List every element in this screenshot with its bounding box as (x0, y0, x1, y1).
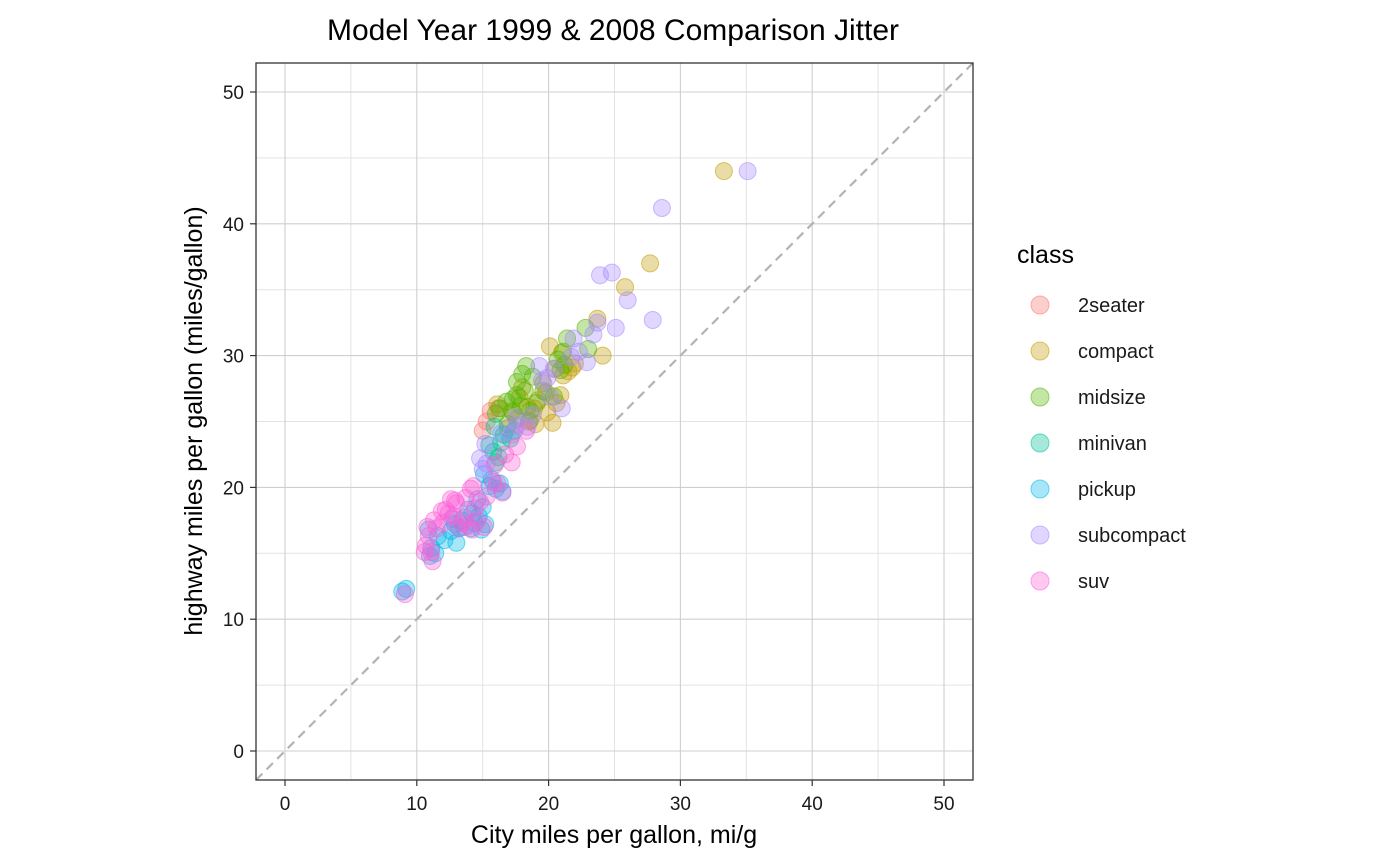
data-point-midsize (505, 391, 522, 408)
chart-title: Model Year 1999 & 2008 Comparison Jitter (327, 14, 899, 47)
data-point-subcompact (585, 326, 602, 343)
data-point-suv (518, 422, 535, 439)
x-tick-label: 20 (538, 794, 559, 815)
legend-label-midsize: midsize (1078, 387, 1146, 409)
data-point-subcompact (644, 312, 661, 329)
y-tick-label: 30 (223, 347, 244, 368)
data-point-subcompact (570, 343, 587, 360)
legend-key-compact (1031, 342, 1049, 360)
legend-key-minivan (1031, 434, 1049, 452)
data-point-subcompact (539, 370, 556, 387)
x-tick-label: 0 (280, 794, 291, 815)
x-axis-label: City miles per gallon, mi/g (471, 821, 757, 849)
y-tick-label: 50 (223, 83, 244, 104)
data-point-subcompact (592, 267, 609, 284)
data-point-midsize (514, 366, 531, 383)
legend-key-suv (1031, 572, 1049, 590)
legend-items: 2seater compact midsize minivan pickup subcom… (1031, 295, 1186, 593)
data-point-subcompact (607, 319, 624, 336)
data-point-suv (494, 484, 511, 501)
data-point-subcompact (653, 199, 670, 216)
y-tick-label: 40 (223, 215, 244, 236)
legend: class 2seater compact midsize minivan pickup… (1017, 241, 1186, 593)
data-point-suv (435, 514, 452, 531)
data-point-suv (396, 586, 413, 603)
data-point-compact (715, 163, 732, 180)
legend-label-subcompact: subcompact (1078, 525, 1186, 547)
x-axis-ticks: 0 10 20 30 40 50 (280, 780, 955, 815)
legend-label-minivan: minivan (1078, 433, 1147, 455)
x-tick-label: 30 (670, 794, 691, 815)
legend-key-2seater (1031, 296, 1049, 314)
data-points (394, 163, 756, 603)
data-point-suv (447, 492, 464, 509)
x-tick-label: 40 (802, 794, 823, 815)
x-tick-label: 10 (406, 794, 427, 815)
y-axis-ticks: 0 10 20 30 40 50 (223, 83, 256, 763)
legend-key-midsize (1031, 388, 1049, 406)
data-point-compact (642, 255, 659, 272)
data-point-suv (466, 500, 483, 517)
data-point-subcompact (739, 163, 756, 180)
y-tick-label: 10 (223, 610, 244, 631)
y-tick-label: 20 (223, 478, 244, 499)
data-point-subcompact (619, 292, 636, 309)
data-point-suv (450, 520, 467, 537)
data-point-suv (423, 543, 440, 560)
legend-key-subcompact (1031, 526, 1049, 544)
y-axis-label: highway miles per gallon (miles/gallon) (180, 206, 208, 635)
legend-title: class (1017, 241, 1074, 269)
data-point-subcompact (553, 400, 570, 417)
data-point-suv (486, 456, 503, 473)
y-tick-label: 0 (233, 742, 244, 763)
legend-label-suv: suv (1078, 571, 1109, 593)
legend-label-pickup: pickup (1078, 479, 1136, 501)
legend-label-compact: compact (1078, 341, 1154, 363)
legend-key-pickup (1031, 480, 1049, 498)
x-tick-label: 50 (933, 794, 954, 815)
data-point-suv (476, 518, 493, 535)
legend-label-2seater: 2seater (1078, 295, 1145, 317)
